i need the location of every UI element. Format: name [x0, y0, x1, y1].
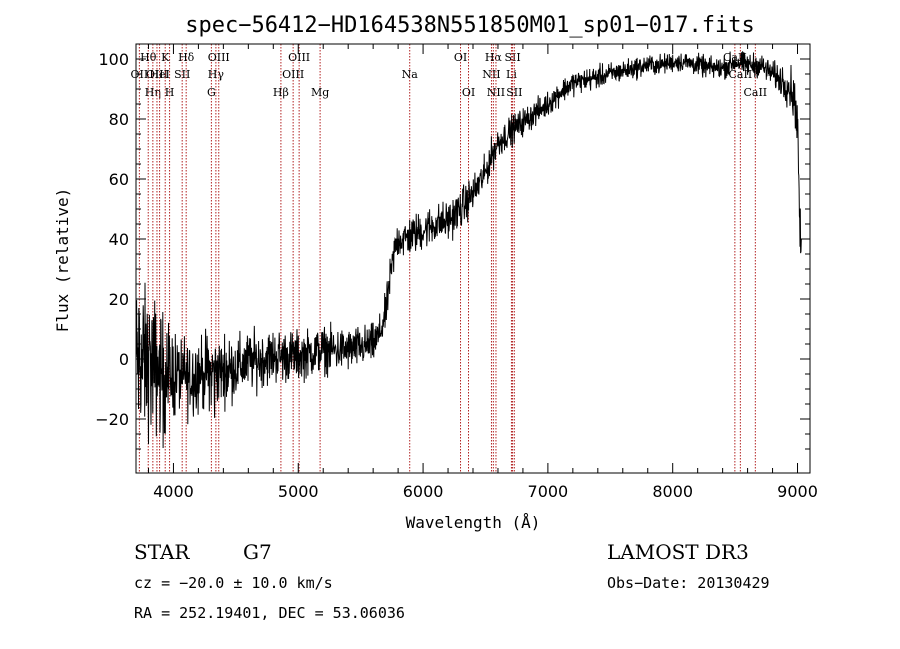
y-tick-label-4: 60 — [109, 170, 129, 189]
y-tick-label-6: 100 — [98, 50, 129, 69]
ref-line-label-15: Mg — [311, 86, 329, 99]
y-tick-label-0: −20 — [95, 410, 129, 429]
x-tick-label-0: 4000 — [153, 482, 194, 501]
coordinates: RA = 252.19401, DEC = 53.06036 — [134, 604, 405, 622]
x-tick-label-5: 9000 — [777, 482, 818, 501]
ref-line-label-23: SII — [504, 51, 520, 64]
ref-line-label-6: H — [165, 86, 175, 99]
ref-line-label-4: HeI — [149, 68, 169, 81]
y-tick-label-5: 80 — [109, 110, 129, 129]
ref-line-label-9: G — [207, 86, 216, 99]
ref-line-label-2: Hη — [145, 86, 161, 99]
ref-line-label-10: Hγ — [208, 68, 225, 81]
ref-line-label-1: Hθ — [140, 51, 157, 64]
chart-title: spec−56412−HD164538N551850M01_sp01−017.f… — [185, 13, 755, 38]
redshift-velocity: cz = −20.0 ± 10.0 km/s — [134, 574, 333, 592]
y-tick-label-2: 20 — [109, 290, 129, 309]
ref-line-label-14: OIII — [288, 51, 310, 64]
ref-line-label-22: Li — [506, 68, 517, 81]
ref-line-label-26: CaII — [729, 68, 753, 81]
ref-line-label-7: SII — [174, 68, 190, 81]
y-axis-label: Flux (relative) — [53, 188, 72, 333]
y-tick-label-1: 0 — [119, 350, 129, 369]
survey-release: LAMOST DR3 — [607, 540, 749, 564]
x-tick-label-1: 5000 — [278, 482, 319, 501]
ref-line-label-16: Na — [402, 68, 419, 81]
ref-line-label-12: Hβ — [273, 86, 289, 99]
ref-line-label-24: SII — [506, 86, 522, 99]
x-tick-label-2: 6000 — [403, 482, 444, 501]
reference-lines: OIIHθHηOIIIHeIKHSIIHδGHγOIIIHβOIIIOIIIMg… — [131, 44, 767, 473]
flux-line — [135, 51, 802, 449]
ref-line-label-11: OIII — [208, 51, 230, 64]
x-tick-label-3: 7000 — [528, 482, 569, 501]
spectral-subclass: G7 — [243, 540, 272, 564]
ref-line-label-5: K — [161, 51, 170, 64]
ref-line-label-13: OIII — [282, 68, 304, 81]
x-tick-label-4: 8000 — [652, 482, 693, 501]
observation-date: Obs−Date: 20130429 — [607, 574, 770, 592]
ref-line-label-3: OIII — [146, 68, 168, 81]
ref-line-label-19: NII — [482, 68, 500, 81]
plot-frame — [135, 43, 811, 474]
flux-series — [135, 51, 802, 449]
ref-line-label-21: NII — [487, 86, 505, 99]
ref-line-label-20: Hα — [485, 51, 503, 64]
ref-line-label-8: Hδ — [178, 51, 195, 64]
ref-line-label-18: OI — [462, 86, 475, 99]
object-class: STAR — [134, 540, 190, 564]
x-axis-label: Wavelength (Å) — [406, 513, 541, 532]
axis-ticks: 4000 5000 6000 7000 8000 9000 −20 0 20 40 60 80 100 — [95, 44, 818, 501]
y-tick-label-3: 40 — [109, 230, 129, 249]
ref-line-label-17: OI — [454, 51, 467, 64]
ref-line-label-27: CaII — [743, 86, 767, 99]
